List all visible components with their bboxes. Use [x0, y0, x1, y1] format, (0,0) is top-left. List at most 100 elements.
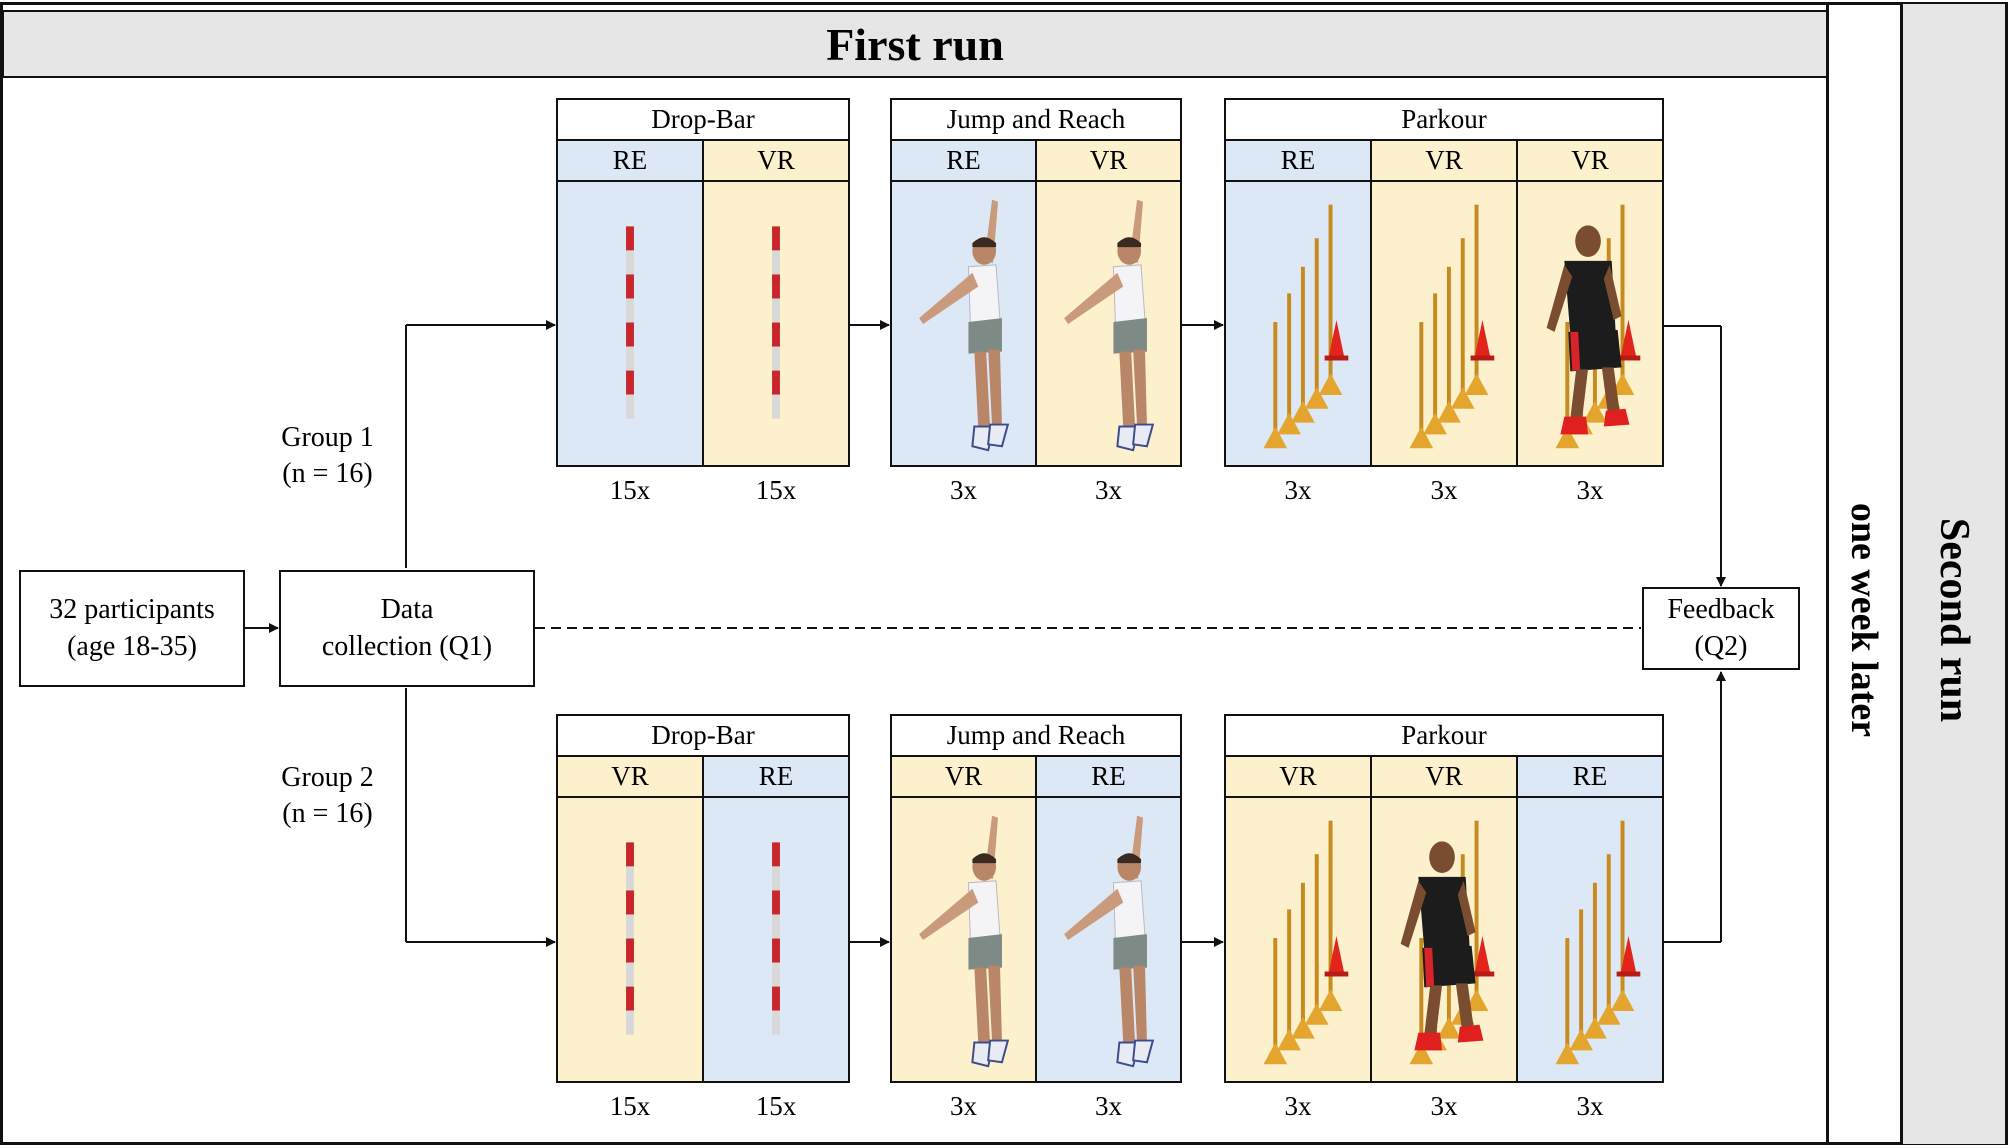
parkour-graphic: [1263, 820, 1349, 1065]
drop-bar-condition-re: RE: [556, 139, 704, 182]
parkour-illustration: [1516, 796, 1664, 1083]
parkour-repetition-count: 3x: [1430, 475, 1458, 505]
jumper-figure: [1064, 815, 1155, 1068]
parkour-title: Parkour: [1224, 98, 1664, 141]
avatar-shoe-left: [1560, 416, 1589, 435]
drop-bar-segment: [626, 226, 634, 251]
drop-bar-segment: [626, 370, 634, 395]
parkour-cone: [1328, 936, 1345, 974]
drop-bar-segment: [772, 1010, 780, 1035]
parkour-pole: [1273, 322, 1278, 441]
jumper-leg-right: [988, 965, 1002, 1043]
drop-bar-graphic: [772, 226, 780, 419]
jumper-forward-arm: [1064, 888, 1124, 940]
parkour-pole-base: [1569, 1028, 1593, 1051]
jumper-shorts: [1113, 934, 1147, 970]
parkour-pole-base: [1583, 1016, 1607, 1039]
group-1-label: Group 1 (n = 16): [281, 422, 374, 490]
parkour-pole-base: [1437, 400, 1461, 423]
parkour-cone-base: [1470, 355, 1495, 361]
avatar-figure: [1400, 841, 1484, 1051]
parkour-illustration: [1370, 180, 1518, 467]
drop-bar-segment: [772, 346, 780, 371]
parkour-pole-base: [1555, 1042, 1580, 1065]
interval-divider: [1900, 4, 1903, 1144]
jumper-shirt: [967, 264, 1001, 325]
drop-bar-illustration: [556, 796, 704, 1083]
jump-and-reach-illustration: [890, 796, 1037, 1083]
avatar-shoe-left: [1414, 1032, 1443, 1051]
drop-bar-repetition-count: 15x: [609, 1091, 651, 1121]
parkour-pole: [1565, 938, 1570, 1057]
jumper-leg-right: [1133, 965, 1147, 1043]
avatar-shorts-stripe: [1424, 947, 1435, 988]
jumper-shirt: [1112, 264, 1146, 325]
drop-bar-segment: [772, 938, 780, 963]
drop-bar-segment: [772, 890, 780, 915]
drop-bar-illustration: [702, 180, 850, 467]
avatar-arm-right: [1603, 264, 1622, 321]
jumper-shirt: [1112, 880, 1146, 941]
parkour-cone-base: [1324, 971, 1349, 977]
parkour-title: Parkour: [1224, 714, 1664, 757]
parkour-cone: [1474, 936, 1491, 974]
jump-and-reach-graphic: [1064, 815, 1155, 1068]
parkour-pole-base: [1318, 373, 1343, 395]
jumper-hair: [972, 853, 997, 864]
drop-bar-segment: [626, 346, 634, 371]
jump-and-reach-illustration: [1035, 180, 1182, 467]
jump-and-reach-repetition-count: 3x: [950, 1091, 977, 1121]
parkour-repetition-count: 3x: [1284, 1091, 1312, 1121]
parkour-pole: [1460, 238, 1465, 401]
drop-bar-graphic: [626, 842, 634, 1035]
parkour-repetition-count: 3x: [1430, 1091, 1458, 1121]
parkour-pole-base: [1423, 412, 1447, 435]
parkour-pole-base: [1583, 400, 1607, 423]
drop-bar-segment: [772, 322, 780, 347]
jumper-leg-left: [974, 351, 991, 429]
jump-and-reach-condition-vr: VR: [890, 755, 1037, 798]
parkour-pole: [1300, 266, 1305, 415]
parkour-pole: [1620, 204, 1625, 388]
avatar-shoe-right: [1603, 408, 1630, 427]
jump-and-reach-title: Jump and Reach: [890, 714, 1182, 757]
parkour-cone: [1620, 936, 1637, 974]
jumper-hair: [1117, 853, 1142, 864]
parkour-repetition-count: 3x: [1284, 475, 1312, 505]
avatar-head: [1429, 841, 1455, 873]
first-run-title: First run: [826, 18, 1004, 70]
jumper-hair: [972, 237, 997, 248]
drop-bar-repetition-count: 15x: [755, 475, 797, 505]
parkour-pole-base: [1318, 989, 1343, 1011]
parkour-pole: [1328, 820, 1333, 1004]
second-run-band: [1903, 4, 2005, 1144]
drop-bar-segment: [772, 274, 780, 299]
parkour-pole: [1287, 293, 1292, 427]
parkour-graphic: [1263, 204, 1349, 449]
drop-bar-segment: [626, 250, 634, 275]
drop-bar-condition-vr: VR: [556, 755, 704, 798]
jump-and-reach-graphic: [1064, 199, 1155, 452]
jump-and-reach-illustration: [1035, 796, 1182, 1083]
drop-bar-segment: [626, 842, 634, 867]
avatar-arm-left: [1400, 880, 1427, 948]
drop-bar-segment: [772, 986, 780, 1011]
avatar-shorts-stripe: [1570, 331, 1581, 372]
jumper-leg-left: [1119, 967, 1136, 1045]
jumper-shirt: [967, 880, 1001, 941]
parkour-condition-re: RE: [1516, 755, 1664, 798]
drop-bar-segment: [772, 842, 780, 867]
parkour-pole: [1314, 854, 1319, 1017]
avatar-arm-left: [1546, 264, 1573, 332]
drop-bar-segment: [772, 298, 780, 323]
parkour-pole: [1474, 820, 1479, 1004]
parkour-illustration: [1516, 180, 1664, 467]
drop-bar-segment: [626, 394, 634, 419]
parkour-illustration: [1370, 796, 1518, 1083]
drop-bar-condition-re: RE: [702, 755, 850, 798]
jump-and-reach-graphic: [919, 815, 1010, 1068]
parkour-pole: [1592, 882, 1597, 1031]
parkour-condition-vr: VR: [1370, 755, 1518, 798]
jump-and-reach-repetition-count: 3x: [1095, 1091, 1122, 1121]
